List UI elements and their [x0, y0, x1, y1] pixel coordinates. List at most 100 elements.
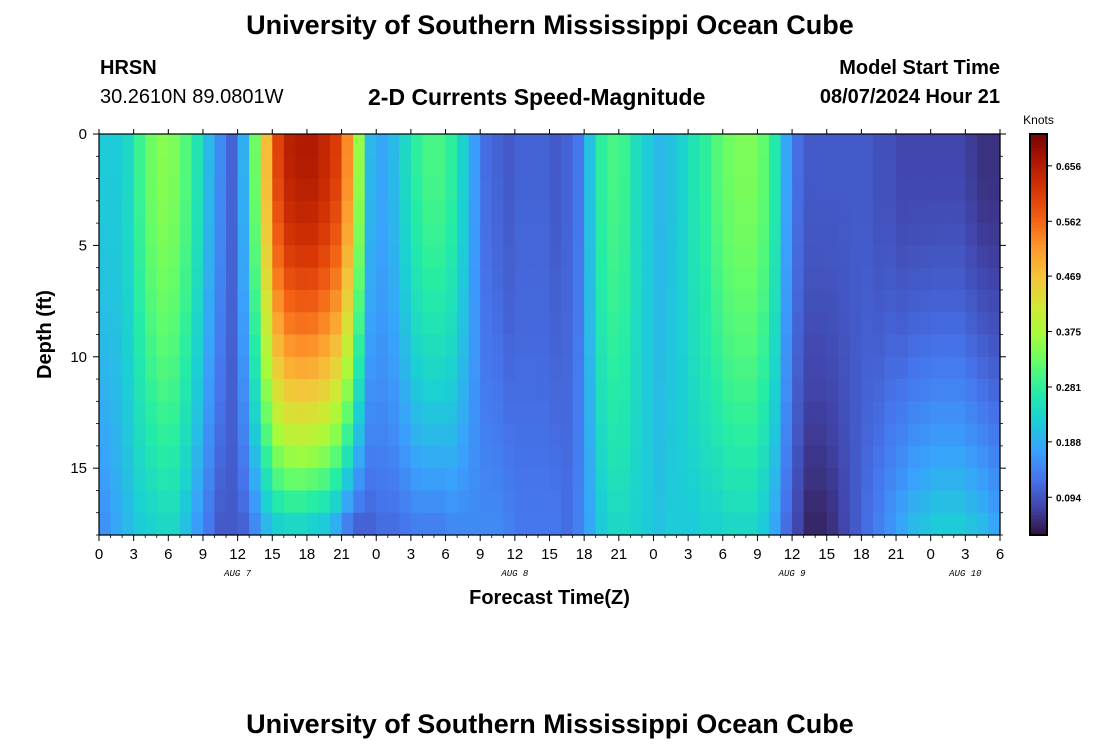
heatmap-cell: [907, 200, 920, 224]
heatmap-cell: [260, 245, 273, 269]
heatmap-cell: [399, 423, 412, 447]
colorbar-segment: [1030, 197, 1047, 202]
heatmap-cell: [607, 223, 620, 246]
heatmap-cell: [410, 156, 424, 180]
heatmap-cell: [988, 223, 1001, 246]
heatmap-cell: [364, 245, 377, 269]
heatmap-cell: [468, 423, 481, 447]
heatmap-cell: [792, 134, 805, 157]
colorbar-segment: [1030, 170, 1047, 175]
heatmap-cell: [803, 334, 816, 358]
heatmap-cell: [202, 490, 216, 514]
heatmap-cell: [595, 134, 608, 157]
heatmap-cell: [919, 512, 932, 536]
heatmap-cell: [168, 379, 181, 402]
heatmap-cell: [410, 423, 424, 447]
heatmap-cell: [953, 245, 966, 269]
heatmap-cell: [757, 245, 770, 269]
heatmap-cell: [942, 134, 955, 157]
heatmap-cell: [803, 156, 816, 180]
heatmap-cell: [953, 156, 966, 180]
heatmap-cell: [630, 512, 643, 536]
heatmap-cell: [641, 178, 655, 202]
colorbar-segment: [1030, 160, 1047, 165]
heatmap-cell: [295, 468, 308, 492]
heatmap-cell: [803, 312, 816, 336]
colorbar-segment: [1030, 494, 1047, 499]
heatmap-cell: [665, 401, 678, 425]
heatmap-cell: [191, 200, 204, 224]
heatmap-cell: [202, 356, 216, 380]
heatmap-cell: [387, 490, 400, 514]
heatmap-cell: [237, 223, 250, 246]
colorbar-segment: [1030, 514, 1047, 519]
heatmap-cell: [688, 356, 701, 380]
model-start-label: Model Start Time: [839, 57, 1000, 79]
heatmap-cell: [226, 356, 239, 380]
heatmap-cell: [896, 156, 909, 180]
heatmap-cell: [665, 379, 678, 402]
heatmap-cell: [595, 512, 608, 536]
heatmap-cell: [722, 200, 735, 224]
heatmap-cell: [953, 512, 966, 536]
heatmap-cell: [815, 356, 828, 380]
heatmap-cell: [237, 356, 250, 380]
heatmap-cell: [110, 245, 123, 269]
heatmap-cell: [410, 289, 424, 313]
heatmap-cell: [168, 423, 181, 447]
heatmap-cell: [745, 468, 759, 492]
heatmap-cell: [168, 468, 181, 492]
heatmap-cell: [514, 445, 527, 469]
heatmap-cell: [665, 468, 678, 492]
heatmap-cell: [191, 423, 204, 447]
heatmap-cell: [734, 445, 747, 469]
heatmap-cell: [618, 200, 631, 224]
heatmap-cell: [399, 356, 412, 380]
heatmap-cell: [884, 223, 897, 246]
heatmap-cell: [942, 245, 955, 269]
heatmap-cell: [861, 245, 874, 269]
heatmap-cell: [376, 267, 389, 291]
heatmap-cell: [537, 245, 551, 269]
colorbar-segment: [1030, 277, 1047, 282]
colorbar-segment: [1030, 421, 1047, 426]
colorbar-segment: [1030, 428, 1047, 433]
heatmap-cell: [249, 445, 262, 469]
heatmap-cell: [676, 356, 689, 380]
heatmap-cell: [133, 267, 146, 291]
heatmap-cell: [780, 445, 793, 469]
x-tick-label: 0: [927, 546, 935, 563]
heatmap-cell: [572, 468, 585, 492]
heatmap-cell: [780, 490, 793, 514]
heatmap-cell: [711, 445, 724, 469]
heatmap-cell: [330, 312, 343, 336]
heatmap-cell: [214, 468, 227, 492]
heatmap-cell: [376, 468, 389, 492]
heatmap-cell: [283, 490, 296, 514]
heatmap-cell: [699, 134, 712, 157]
heatmap-cell: [491, 312, 504, 336]
x-tick-label: 6: [164, 546, 172, 563]
heatmap-cell: [641, 245, 655, 269]
heatmap-cell: [526, 312, 539, 336]
heatmap-cell: [826, 490, 839, 514]
heatmap-cell: [630, 245, 643, 269]
colorbar-segment: [1030, 528, 1047, 533]
heatmap-cell: [202, 312, 216, 336]
heatmap-cell: [457, 379, 470, 402]
heatmap-cell: [445, 312, 458, 336]
heatmap-cell: [353, 512, 366, 536]
colorbar-segment: [1030, 404, 1047, 409]
heatmap-cell: [122, 134, 135, 157]
heatmap-cell: [133, 445, 146, 469]
heatmap-cell: [618, 334, 631, 358]
heatmap-cell: [942, 289, 955, 313]
heatmap-cell: [537, 156, 551, 180]
heatmap-cell: [815, 134, 828, 157]
heatmap-cell: [711, 312, 724, 336]
heatmap-cell: [953, 200, 966, 224]
heatmap-cell: [214, 178, 227, 202]
heatmap-cell: [537, 223, 551, 246]
heatmap-cell: [768, 245, 782, 269]
heatmap-cell: [272, 334, 285, 358]
